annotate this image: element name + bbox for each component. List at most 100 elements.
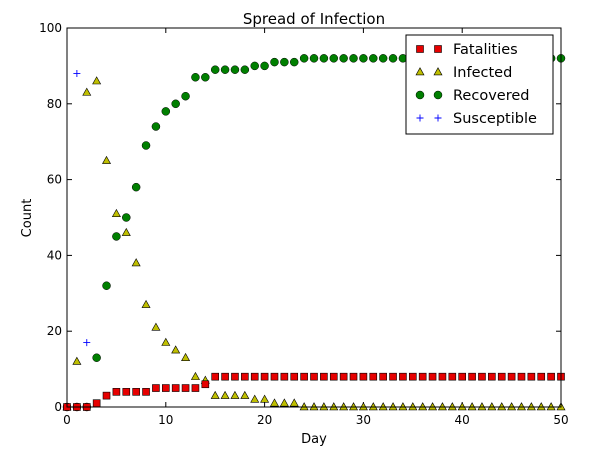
y-tick-label: 20	[47, 324, 62, 338]
recovered-point	[270, 57, 279, 67]
fatalities-point	[478, 372, 486, 381]
recovered-point	[359, 54, 368, 63]
infected-point	[190, 371, 200, 380]
infected-point	[437, 402, 447, 411]
infected-point	[418, 402, 428, 411]
series-susceptible	[73, 69, 91, 347]
infected-point	[319, 402, 329, 411]
fatalities-point	[201, 380, 210, 389]
infected-point	[378, 402, 388, 411]
fatalities-point	[132, 388, 140, 396]
fatalities-point	[379, 372, 387, 381]
recovered-point	[191, 73, 200, 82]
fatalities-point	[537, 372, 546, 381]
recovered-point	[329, 54, 339, 63]
legend-label: Infected	[453, 65, 512, 81]
fatalities-point	[250, 372, 259, 381]
legend-marker	[434, 45, 442, 53]
infected-point	[111, 208, 121, 217]
fatalities-point	[418, 372, 427, 381]
fatalities-point	[280, 372, 289, 381]
fatalities-point	[211, 372, 219, 381]
infected-point	[250, 394, 260, 403]
recovered-point	[369, 54, 378, 63]
recovered-point	[250, 61, 259, 71]
legend-item-fatalities: Fatalities	[416, 42, 518, 58]
legend-marker	[416, 45, 424, 53]
recovered-point	[230, 65, 240, 74]
legend-marker	[433, 90, 443, 100]
infected-point	[309, 402, 319, 411]
infected-point	[507, 402, 517, 411]
fatalities-point	[241, 372, 249, 381]
recovered-point	[102, 281, 111, 290]
infected-point	[536, 402, 546, 411]
fatalities-point	[349, 372, 358, 381]
recovered-point	[319, 54, 329, 63]
recovered-point	[112, 232, 121, 241]
fatalities-point	[359, 372, 368, 381]
recovered-point	[240, 65, 250, 74]
y-tick-label: 40	[47, 248, 62, 262]
fatalities-point	[310, 372, 318, 381]
infected-point	[260, 394, 270, 403]
infected-point	[497, 402, 507, 411]
legend: Fatalities Infected Recovered Susceptible	[405, 34, 554, 135]
fatalities-point	[369, 372, 378, 381]
fatalities-point	[448, 372, 457, 381]
fatalities-point	[468, 372, 476, 381]
recovered-point	[349, 54, 358, 63]
x-axis-label: Day	[301, 432, 327, 447]
fatalities-point	[488, 372, 496, 381]
axis-ticks: 0 10 20 30 40 50 0 20 40 60 80 100	[39, 21, 569, 427]
recovered-point	[122, 213, 131, 222]
fatalities-point	[112, 388, 121, 396]
fatalities-point	[329, 372, 338, 381]
infected-point	[240, 390, 250, 399]
legend-label: Recovered	[453, 88, 529, 104]
recovered-point	[131, 182, 141, 192]
fatalities-point	[142, 388, 150, 396]
series-infected	[62, 76, 566, 411]
y-tick-label: 80	[47, 97, 62, 111]
recovered-point	[151, 122, 161, 131]
legend-marker	[415, 90, 425, 100]
infected-point	[477, 402, 487, 411]
plot-frame	[66, 27, 562, 408]
susceptible-point	[83, 339, 91, 347]
infected-point	[141, 299, 151, 308]
infected-point	[299, 402, 309, 411]
y-tick-label: 0	[54, 400, 62, 414]
recovered-point	[309, 54, 319, 63]
fatalities-point	[408, 372, 417, 381]
infected-point	[220, 390, 230, 399]
legend-marker	[434, 114, 442, 122]
infected-point	[289, 398, 299, 407]
infected-point	[408, 402, 418, 411]
x-tick-label: 0	[63, 413, 71, 427]
infected-point	[269, 398, 279, 407]
infected-point	[447, 402, 457, 411]
infected-point	[516, 402, 526, 411]
fatalities-point	[517, 372, 526, 381]
recovered-point	[161, 107, 171, 116]
fatalities-point	[290, 372, 299, 381]
recovered-point	[280, 57, 289, 67]
fatalities-point	[221, 372, 229, 381]
fatalities-point	[122, 388, 131, 396]
legend-item-infected: Infected	[415, 65, 512, 81]
recovered-point	[201, 73, 210, 82]
infected-point	[388, 402, 398, 411]
infected-point	[102, 155, 112, 164]
infected-point	[230, 390, 240, 399]
infected-point	[467, 402, 477, 411]
recovered-point	[220, 65, 230, 74]
fatalities-point	[320, 372, 328, 381]
infected-point	[526, 402, 536, 411]
legend-marker	[416, 114, 424, 122]
fatalities-point	[399, 372, 407, 381]
fatalities-point	[428, 372, 437, 381]
fatalities-point	[339, 372, 348, 381]
